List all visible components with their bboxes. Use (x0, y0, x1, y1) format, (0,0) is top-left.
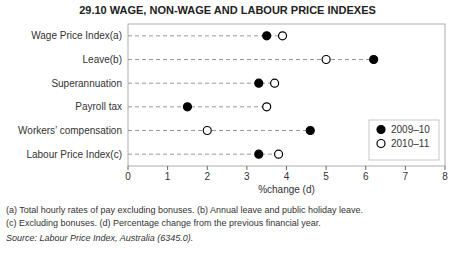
x-tick-label: 6 (363, 171, 369, 182)
guide-line (128, 106, 267, 107)
chart-container: 29.10 WAGE, NON-WAGE AND LABOUR PRICE IN… (0, 0, 455, 259)
guide-line (128, 35, 283, 36)
legend-box (369, 120, 439, 160)
chart: 29.10 WAGE, NON-WAGE AND LABOUR PRICE IN… (0, 0, 455, 259)
y-tick-label: Superannuation (51, 78, 122, 89)
point (203, 127, 211, 135)
plot-frame (128, 24, 445, 166)
point (370, 56, 378, 64)
point (271, 79, 279, 87)
plot-area (128, 32, 378, 158)
point (279, 32, 287, 40)
x-tick-label: 4 (284, 171, 290, 182)
x-tick-label: 7 (403, 171, 409, 182)
legend-label: 2009–10 (391, 124, 430, 135)
legend: 2009–10 2010–11 (369, 120, 439, 160)
x-tick-label: 3 (244, 171, 250, 182)
point (263, 103, 271, 111)
x-tick (326, 166, 327, 170)
point (255, 79, 263, 87)
x-axis-label: %change (d) (258, 184, 315, 195)
legend-label: 2010–11 (391, 138, 430, 149)
point (275, 150, 283, 158)
x-tick (167, 166, 168, 170)
point (263, 32, 271, 40)
x-tick (128, 166, 129, 170)
y-tick-label: Labour Price Index(c) (26, 149, 122, 160)
y-tick-label: Payroll tax (75, 101, 122, 112)
point (322, 56, 330, 64)
x-tick-label: 1 (165, 171, 171, 182)
x-tick (445, 166, 446, 170)
guide-line (128, 83, 275, 84)
legend-marker (377, 140, 385, 148)
x-tick (365, 166, 366, 170)
point (183, 103, 191, 111)
footnote: (c) Excluding bonuses. (d) Percentage ch… (6, 218, 321, 228)
x-tick-label: 0 (125, 171, 131, 182)
point (306, 127, 314, 135)
x-tick (405, 166, 406, 170)
x-tick (207, 166, 208, 170)
x-tick (286, 166, 287, 170)
guide-line (128, 59, 374, 60)
y-tick-label: Leave(b) (83, 54, 122, 65)
x-tick-label: 8 (442, 171, 448, 182)
point (255, 150, 263, 158)
footnote: (a) Total hourly rates of pay excluding … (6, 205, 363, 215)
x-tick-label: 2 (204, 171, 210, 182)
legend-marker (377, 126, 385, 134)
y-tick-label: Wage Price Index(a) (31, 30, 122, 41)
x-tick-label: 5 (323, 171, 329, 182)
guide-line (128, 130, 310, 131)
title: 29.10 WAGE, NON-WAGE AND LABOUR PRICE IN… (79, 4, 376, 16)
y-tick-label: Workers’ compensation (18, 125, 122, 136)
source-note: Source: Labour Price Index, Australia (6… (6, 233, 193, 243)
x-tick (246, 166, 247, 170)
